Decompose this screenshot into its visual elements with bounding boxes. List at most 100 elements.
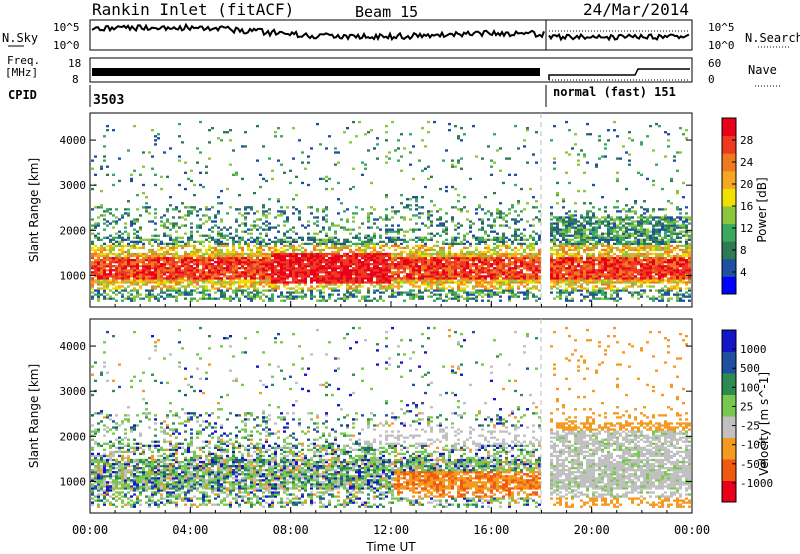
- power-cell: [331, 269, 334, 272]
- power-cell: [487, 224, 490, 227]
- power-cell: [343, 228, 346, 231]
- power-cell: [466, 263, 469, 266]
- power-cell: [604, 287, 607, 290]
- power-cell: [559, 254, 562, 258]
- power-cell: [361, 252, 364, 256]
- power-cell: [415, 196, 418, 199]
- power-cell: [346, 252, 349, 256]
- power-cell: [568, 129, 571, 132]
- power-cell: [577, 256, 580, 260]
- power-cell: [433, 204, 436, 207]
- power-cell: [598, 256, 601, 260]
- power-cell: [334, 260, 337, 264]
- power-cell: [475, 265, 478, 268]
- power-cell: [244, 145, 247, 148]
- power-cell: [133, 267, 136, 270]
- power-cell: [226, 187, 229, 191]
- power-cell: [592, 236, 595, 239]
- power-cell: [475, 263, 478, 266]
- power-cell: [355, 260, 358, 264]
- power-cell: [103, 254, 106, 258]
- power-cell: [556, 265, 559, 268]
- power-cell: [607, 254, 610, 258]
- power-cell: [106, 287, 109, 290]
- power-cell: [454, 263, 457, 266]
- power-cell: [538, 267, 541, 270]
- power-cell: [103, 289, 106, 292]
- power-cell: [451, 238, 454, 241]
- power-cell: [283, 244, 286, 248]
- power-cell: [280, 163, 283, 166]
- power-cell: [424, 273, 427, 276]
- power-cell: [556, 254, 559, 258]
- power-cell: [598, 287, 601, 290]
- power-cell: [475, 285, 478, 288]
- power-cell: [160, 246, 163, 250]
- power-cell: [376, 143, 379, 146]
- power-cell: [199, 120, 202, 124]
- power-cell: [229, 295, 232, 298]
- power-cell: [160, 242, 163, 246]
- power-cell: [457, 252, 460, 256]
- power-cell: [253, 254, 256, 258]
- power-cell: [376, 218, 379, 221]
- power-cell: [355, 267, 358, 270]
- power-cell: [430, 258, 433, 262]
- power-cell: [592, 183, 595, 187]
- power-cell: [499, 169, 502, 172]
- power-cell: [469, 293, 472, 296]
- power-cell: [427, 218, 430, 221]
- power-cell: [178, 159, 181, 162]
- power-cell: [592, 216, 595, 219]
- power-cell: [175, 260, 178, 264]
- power-cell: [187, 240, 190, 244]
- power-cell: [334, 281, 337, 284]
- power-cell: [526, 244, 529, 248]
- power-cell: [586, 220, 589, 223]
- power-cell: [475, 289, 478, 292]
- power-cell: [103, 267, 106, 270]
- power-cell: [421, 244, 424, 248]
- power-cell: [559, 218, 562, 221]
- power-cell: [313, 252, 316, 256]
- power-cell: [223, 234, 226, 237]
- power-cell: [172, 269, 175, 272]
- power-cell: [301, 250, 304, 254]
- power-cell: [106, 252, 109, 256]
- power-cell: [484, 196, 487, 199]
- power-cell: [271, 177, 274, 181]
- power-cell: [316, 263, 319, 266]
- power-cell: [586, 279, 589, 282]
- power-cell: [508, 157, 511, 160]
- power-cell: [370, 277, 373, 280]
- power-cell: [118, 267, 121, 270]
- power-cell: [154, 238, 157, 241]
- power-cell: [424, 269, 427, 272]
- power-cell: [217, 279, 220, 282]
- power-cell: [154, 285, 157, 288]
- power-cell: [283, 238, 286, 241]
- power-cell: [592, 230, 595, 233]
- power-cell: [376, 265, 379, 268]
- power-cell: [295, 252, 298, 256]
- power-cell: [394, 244, 397, 248]
- power-cell: [529, 234, 532, 237]
- power-cell: [133, 289, 136, 292]
- power-cell: [277, 275, 280, 278]
- power-cell: [145, 210, 148, 213]
- power-cell: [190, 232, 193, 235]
- power-cell: [445, 230, 448, 233]
- power-cell: [130, 273, 133, 276]
- power-cell: [124, 281, 127, 284]
- power-cell: [313, 244, 316, 248]
- power-cell: [112, 275, 115, 278]
- power-cell: [568, 267, 571, 270]
- power-cell: [487, 289, 490, 292]
- power-cell: [568, 258, 571, 262]
- power-cell: [463, 234, 466, 237]
- power-cell: [607, 285, 610, 288]
- power-cell: [397, 293, 400, 296]
- power-cell: [97, 254, 100, 258]
- power-cell: [148, 279, 151, 282]
- power-cell: [103, 145, 106, 148]
